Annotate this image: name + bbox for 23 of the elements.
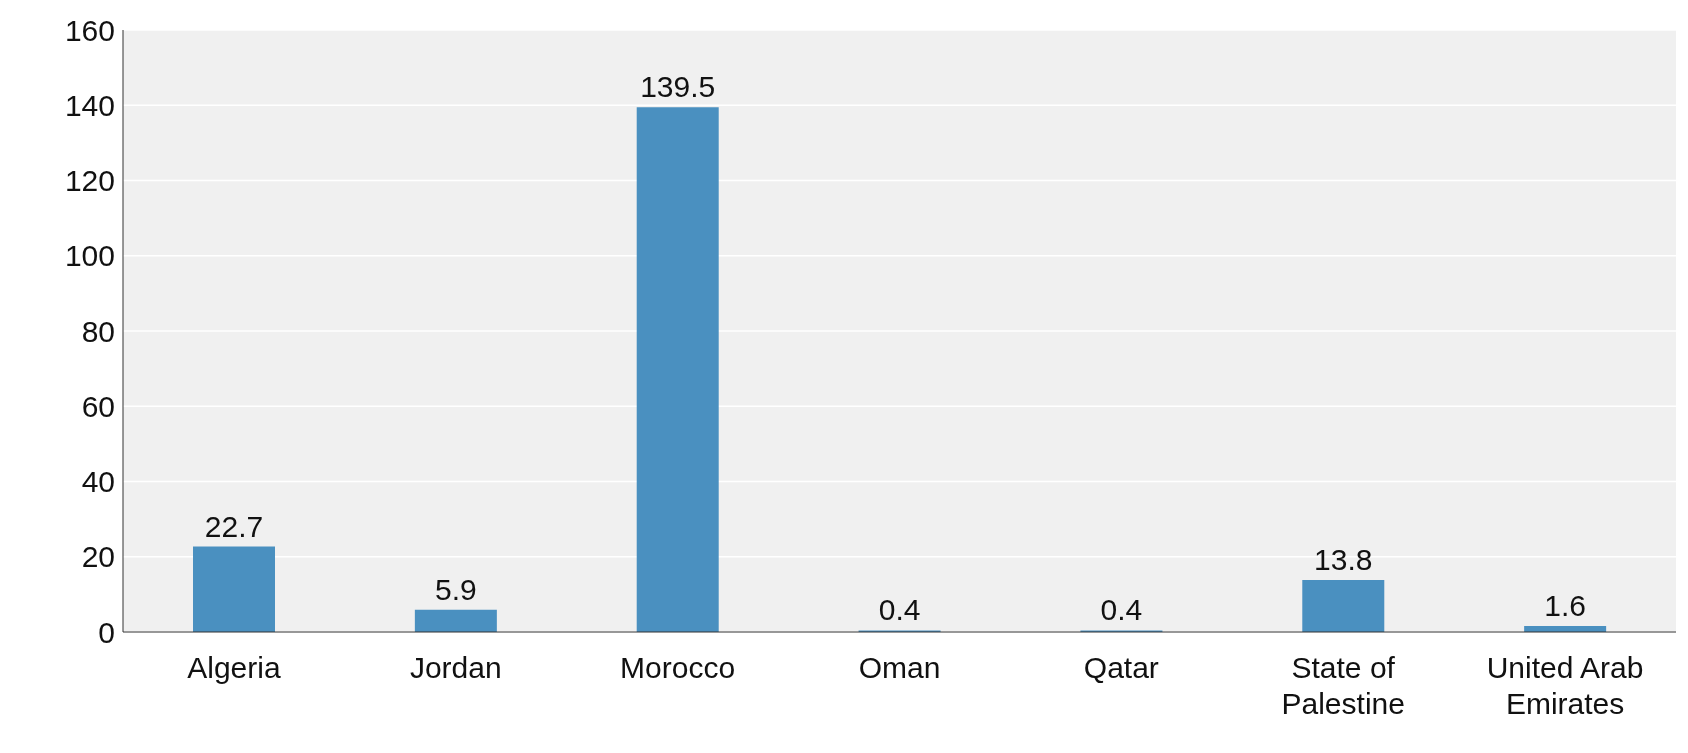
y-tick-label: 80 <box>81 314 115 348</box>
y-tick-label: 0 <box>98 615 115 649</box>
data-label: 139.5 <box>640 70 716 104</box>
x-tick-label: Algeria <box>187 651 281 684</box>
y-tick-label: 100 <box>64 239 115 273</box>
y-tick-label: 160 <box>64 13 115 47</box>
data-label: 13.8 <box>1314 543 1373 577</box>
data-label: 5.9 <box>435 572 477 606</box>
x-tick-label: Qatar <box>1083 651 1159 684</box>
data-label: 1.6 <box>1544 588 1586 622</box>
x-tick-label: Jordan <box>409 651 502 684</box>
data-label: 0.4 <box>1100 593 1143 627</box>
x-tick-label: United Arab Emirates <box>1486 651 1644 720</box>
y-tick-label: 120 <box>64 164 115 198</box>
y-tick-label: 20 <box>81 540 115 574</box>
x-tick-label: Oman <box>858 651 941 684</box>
y-tick-label: 40 <box>81 465 115 499</box>
data-label: 0.4 <box>878 593 921 627</box>
x-tick-label: Morocco <box>620 651 736 684</box>
y-tick-label: 140 <box>64 88 115 122</box>
y-tick-label: 60 <box>81 389 115 423</box>
x-tick-label: State of Palestine <box>1281 651 1405 720</box>
data-label: 22.7 <box>204 509 264 543</box>
